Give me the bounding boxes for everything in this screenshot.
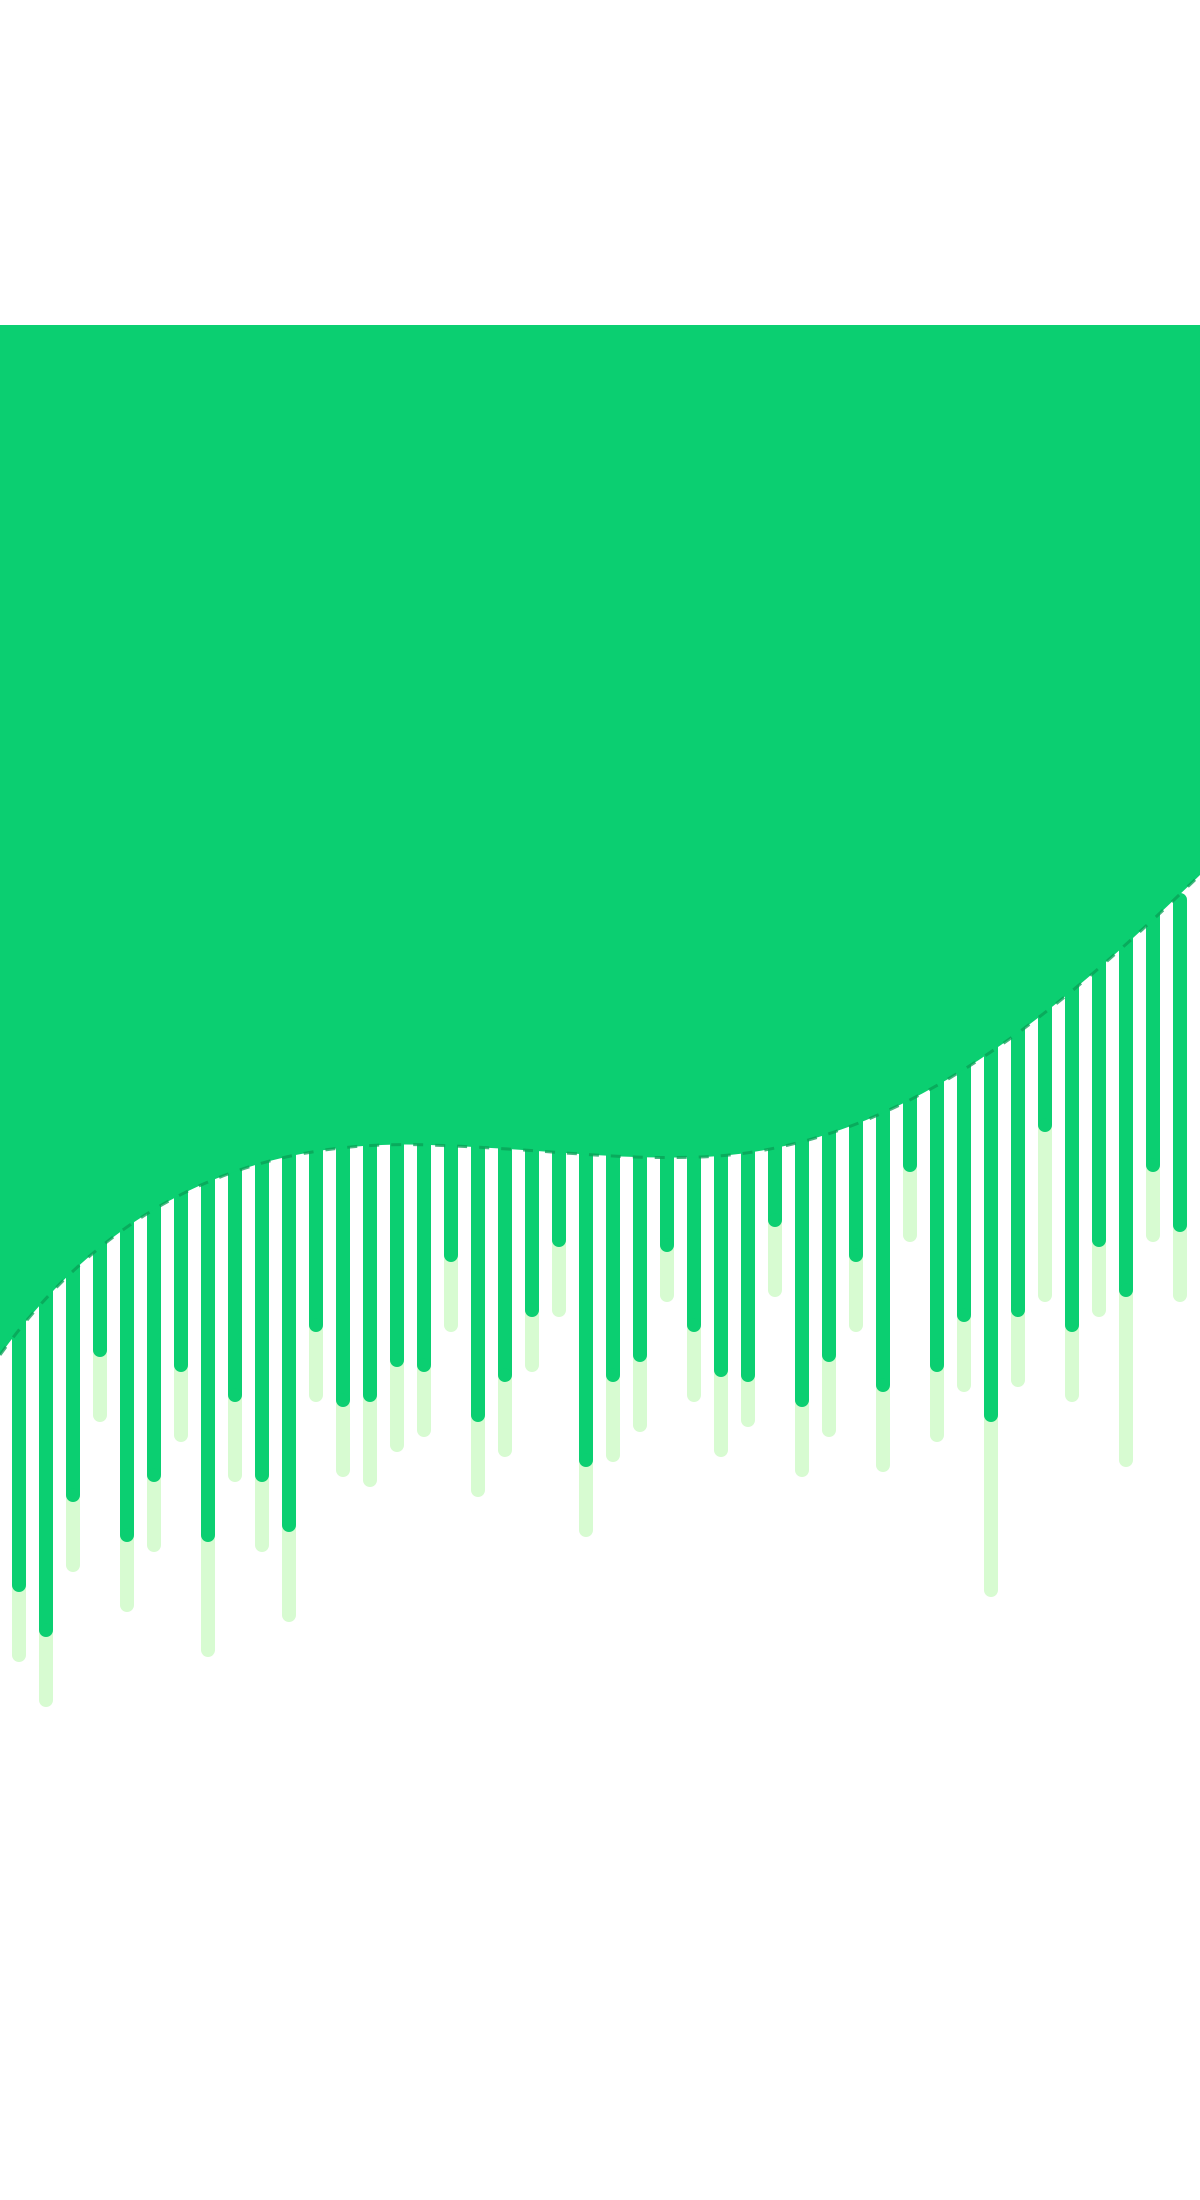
drip-tip-13 [336, 1393, 350, 1407]
drip-tip-17 [444, 1248, 458, 1262]
drip-tip-25 [660, 1238, 674, 1252]
drip-tip-34 [903, 1158, 917, 1172]
drip-tip-29 [768, 1213, 782, 1227]
drip-tip-33 [876, 1378, 890, 1392]
drip-tip-16 [417, 1358, 431, 1372]
drip-tip-35 [930, 1358, 944, 1372]
drip-tip-15 [390, 1353, 404, 1367]
drip-tip-28 [741, 1368, 755, 1382]
drip-tip-24 [633, 1348, 647, 1362]
drip-tip-42 [1119, 1283, 1133, 1297]
drip-tip-30 [795, 1393, 809, 1407]
drip-tip-21 [552, 1233, 566, 1247]
drip-tip-18 [471, 1408, 485, 1422]
drip-tip-37 [984, 1408, 998, 1422]
drip-tip-12 [309, 1318, 323, 1332]
drip-tip-11 [282, 1518, 296, 1532]
drip-tip-1 [12, 1578, 26, 1592]
drip-tip-6 [147, 1468, 161, 1482]
drip-tip-38 [1011, 1303, 1025, 1317]
drip-tip-14 [363, 1388, 377, 1402]
drip-tip-20 [525, 1303, 539, 1317]
drip-tip-19 [498, 1368, 512, 1382]
green-wave-slab [0, 325, 1200, 1355]
drip-tip-44 [1173, 1218, 1187, 1232]
drip-tip-36 [957, 1308, 971, 1322]
drip-tip-39 [1038, 1118, 1052, 1132]
drip-tip-10 [255, 1468, 269, 1482]
drip-tip-40 [1065, 1318, 1079, 1332]
drip-tip-41 [1092, 1233, 1106, 1247]
drip-tip-43 [1146, 1158, 1160, 1172]
drip-tip-4 [93, 1343, 107, 1357]
drip-tip-3 [66, 1488, 80, 1502]
drip-tip-26 [687, 1318, 701, 1332]
drip-tip-32 [849, 1248, 863, 1262]
wave-edge-dashes [0, 873, 1200, 1356]
drip-tip-9 [228, 1388, 242, 1402]
drip-tip-5 [120, 1528, 134, 1542]
drip-tip-22 [579, 1453, 593, 1467]
drip-tip-2 [39, 1623, 53, 1637]
drip-tip-8 [201, 1528, 215, 1542]
drip-tip-31 [822, 1348, 836, 1362]
drip-tip-23 [606, 1368, 620, 1382]
drip-tip-7 [174, 1358, 188, 1372]
drip-tip-27 [714, 1363, 728, 1377]
